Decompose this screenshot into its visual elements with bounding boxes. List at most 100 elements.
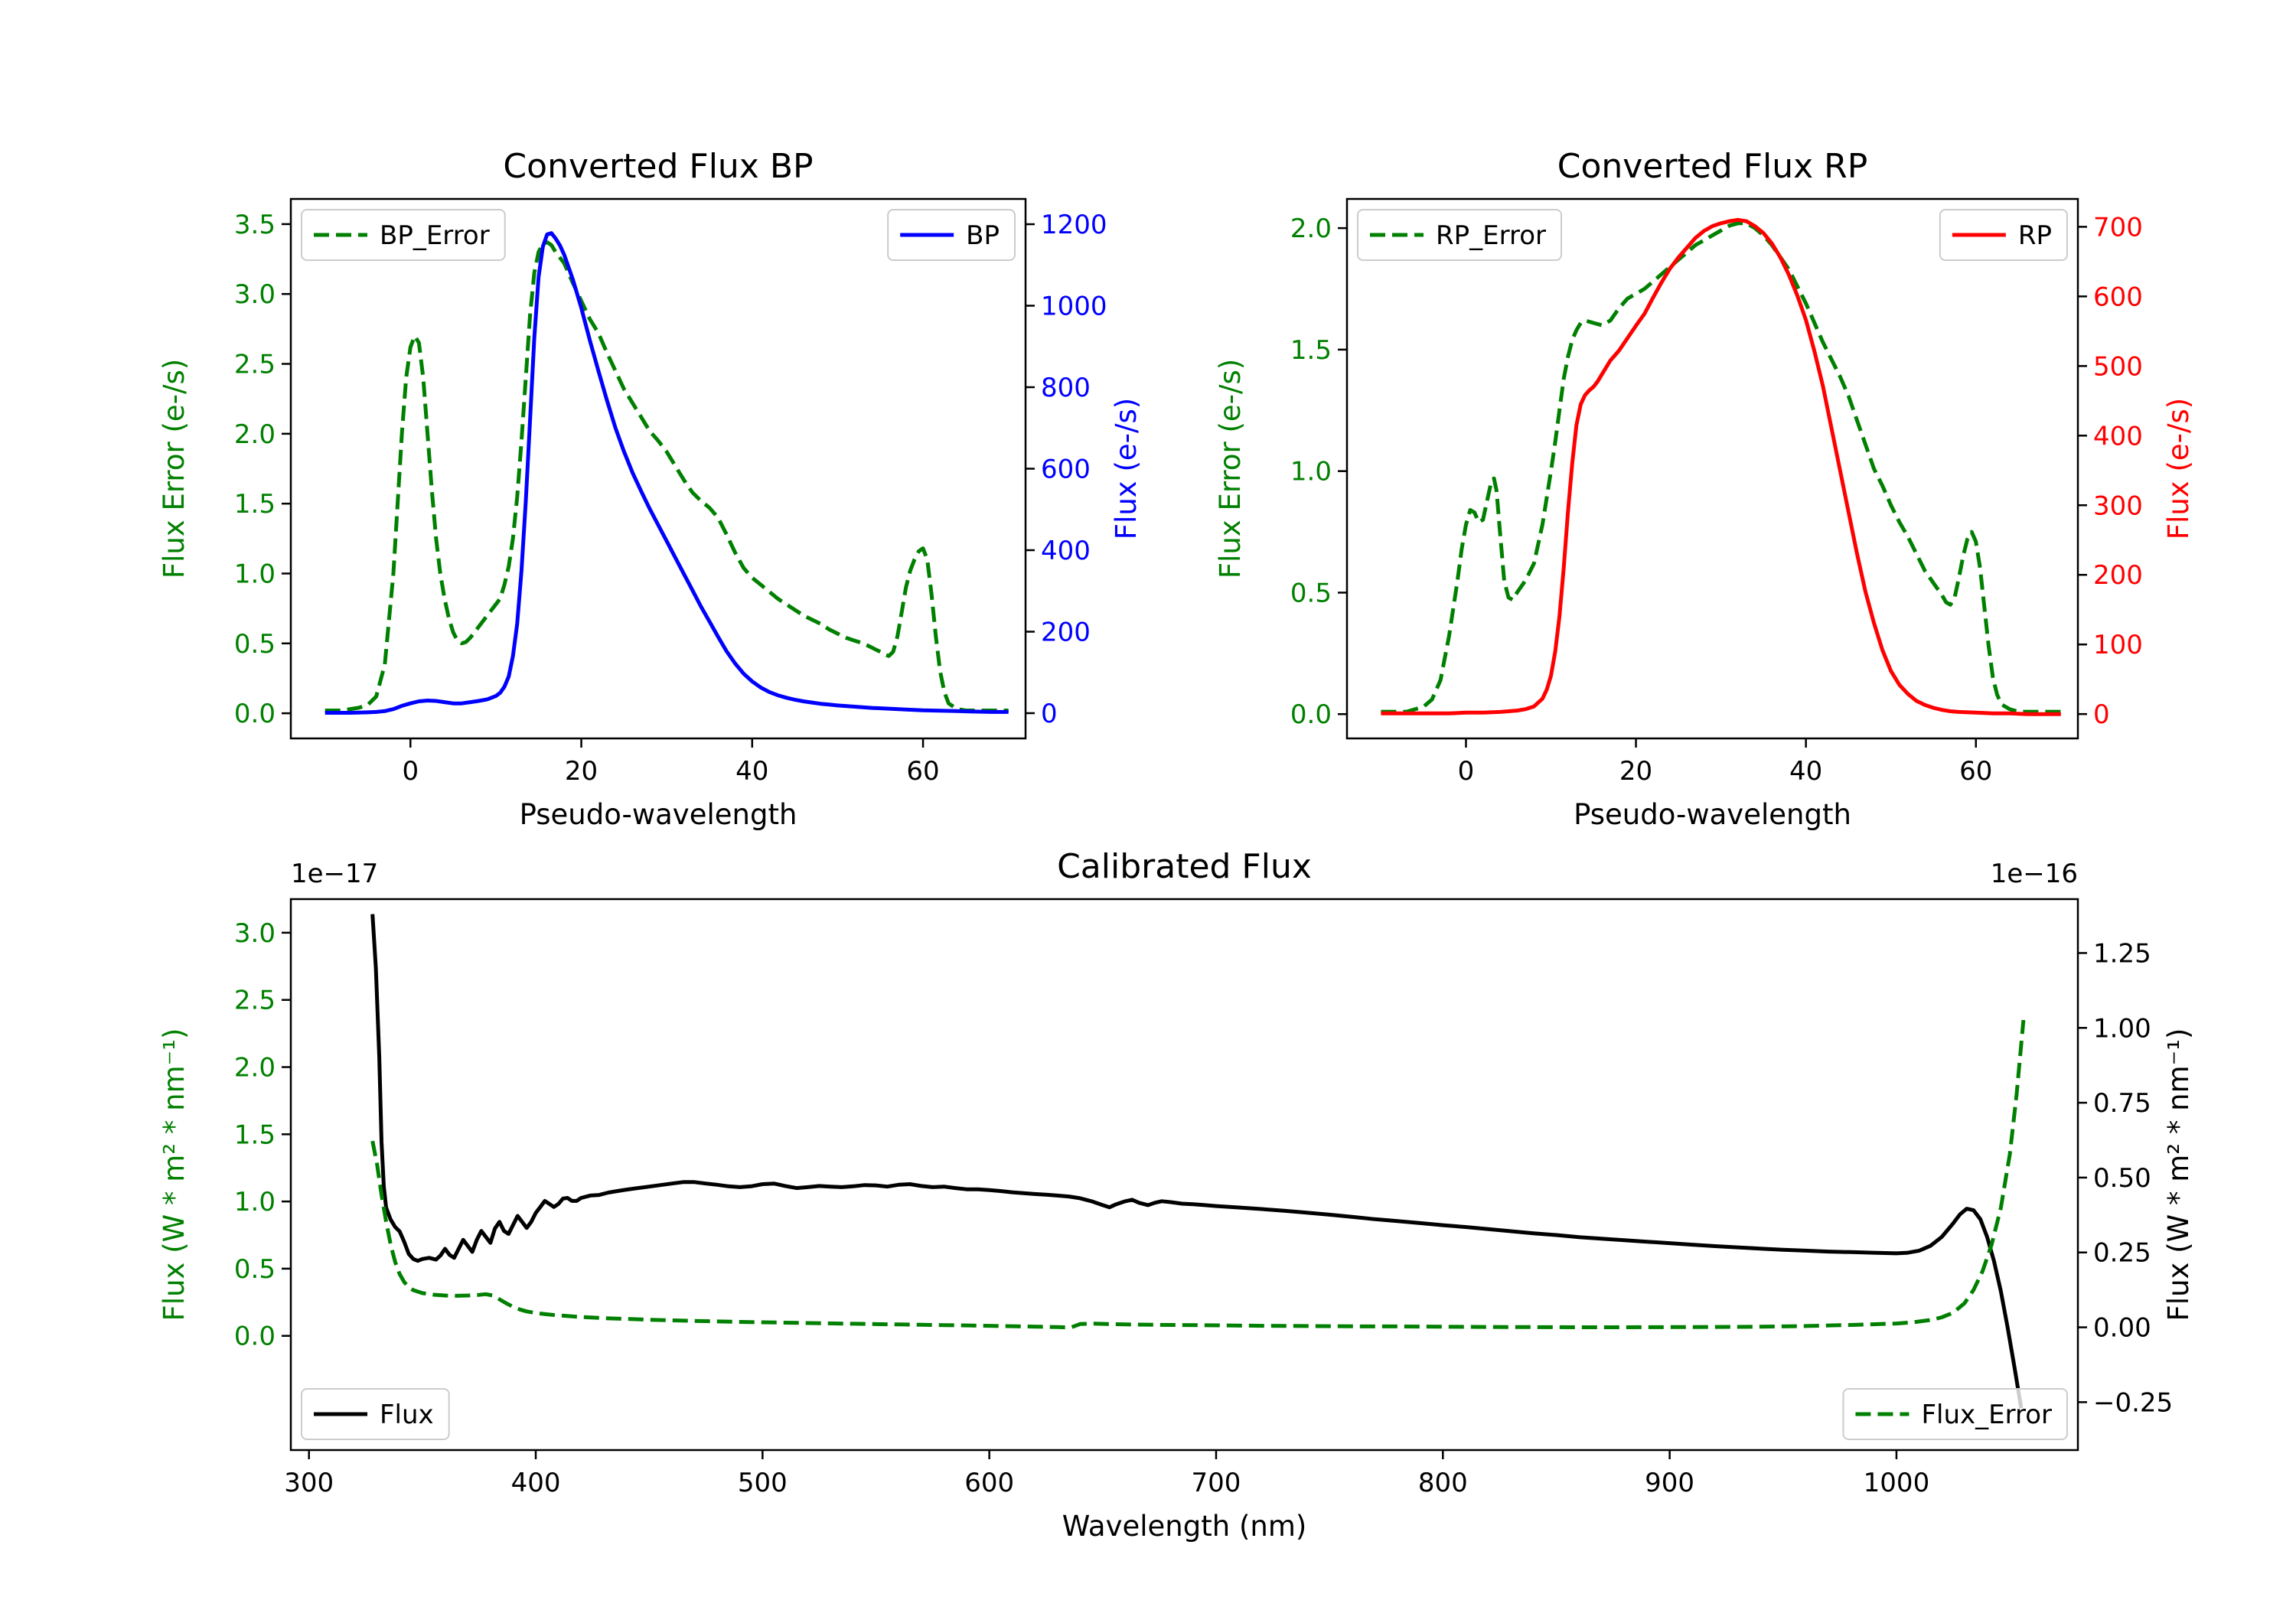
x-tick-label: 0 [402, 756, 419, 787]
y-right-tick-label: 1.00 [2093, 1013, 2151, 1044]
y-left-tick-label: 1.0 [234, 1187, 276, 1217]
y-right-tick-label: 1.25 [2093, 938, 2151, 969]
series-BP_Error [325, 240, 1009, 712]
y-left-axis-label: Flux Error (e-/s) [1214, 359, 1247, 578]
y-right-tick-label: 700 [2093, 212, 2143, 243]
axes-spines [1345, 197, 2079, 740]
x-tick-label: 20 [1619, 756, 1652, 787]
legend-label: BP_Error [380, 220, 490, 251]
legend-label: RP [2018, 220, 2052, 251]
y-right-tick-label: 0.75 [2093, 1088, 2151, 1119]
y-left-tick-label: 2.0 [1290, 213, 1332, 244]
series-RP_Error [1381, 221, 2061, 714]
legend-RP: RP [1939, 209, 2068, 261]
y-left-tick-label: 3.0 [234, 279, 276, 310]
y-left-tick-label: 2.5 [234, 986, 276, 1016]
axes-spines [289, 197, 1027, 740]
y-right-tick-label: 0 [2093, 699, 2110, 730]
panel-rp: 0 20 40 60 0.0 0.5 1.0 1.5 2.0 0 100 200 300 400 500 60… [1214, 147, 2195, 831]
x-tick-label: 500 [738, 1468, 788, 1498]
x-axis-label: Pseudo-wavelength [520, 798, 797, 831]
y-left-tick-label: 1.0 [1290, 457, 1332, 487]
y-right-offset-text: 1e−16 [1991, 859, 2078, 889]
x-tick-label: 400 [511, 1468, 561, 1498]
legend-label: BP [966, 220, 1000, 251]
y-left-tick-label: 0.5 [234, 1254, 276, 1285]
series-RP [1381, 217, 2061, 716]
legend-Flux: Flux [301, 1388, 450, 1440]
panel-bp: 0 20 40 60 0.0 0.5 1.0 1.5 2.0 2.5 3.0 3.5 0 200 400 60… [158, 147, 1143, 831]
y-right-tick-label: 300 [2093, 490, 2143, 521]
legend-box [301, 1388, 450, 1440]
y-right-axis-label: Flux (W * m² * nm⁻¹) [2162, 1028, 2195, 1322]
y-right-tick-label: 500 [2093, 351, 2143, 382]
y-right-tick-label: 1000 [1041, 292, 1107, 322]
legend-label: Flux [380, 1400, 434, 1430]
y-left-tick-label: 0.0 [234, 699, 276, 729]
y-left-tick-label: 1.5 [1290, 335, 1332, 366]
x-tick-label: 700 [1192, 1468, 1241, 1498]
y-left-tick-label: 3.0 [234, 918, 276, 949]
legend-box [1842, 1388, 2068, 1440]
y-right-tick-label: 100 [2093, 630, 2143, 660]
y-right-axis-label: Flux (e-/s) [1110, 398, 1143, 539]
x-tick-label: 40 [735, 756, 768, 787]
x-tick-label: 20 [565, 756, 598, 787]
y-right-tick-label: 0.00 [2093, 1313, 2151, 1344]
panel-title: Converted Flux RP [1557, 147, 1868, 186]
y-right-tick-label: 400 [2093, 421, 2143, 451]
x-axis-label: Wavelength (nm) [1062, 1510, 1307, 1543]
y-left-offset-text: 1e−17 [291, 859, 378, 889]
legend-BP: BP [887, 209, 1016, 261]
panel-title: Converted Flux BP [503, 147, 813, 186]
x-tick-label: 1000 [1864, 1468, 1930, 1498]
legend-Flux_Error: Flux_Error [1842, 1388, 2068, 1440]
y-left-tick-label: 1.5 [234, 1120, 276, 1150]
x-tick-label: 60 [906, 756, 939, 787]
x-tick-label: 300 [284, 1468, 334, 1498]
panel-title: Calibrated Flux [1057, 847, 1312, 886]
y-left-tick-label: 3.5 [234, 210, 276, 240]
y-left-tick-label: 0.0 [1290, 699, 1332, 730]
y-right-tick-label: 0.25 [2093, 1238, 2151, 1269]
y-right-tick-label: 600 [2093, 282, 2143, 312]
y-right-tick-label: 1200 [1041, 210, 1107, 240]
y-left-tick-label: 0.5 [1290, 578, 1332, 608]
legend-label: RP_Error [1436, 220, 1546, 251]
y-left-tick-label: 1.5 [234, 489, 276, 520]
series-Flux_Error [370, 1019, 2026, 1330]
y-right-tick-label: 200 [2093, 560, 2143, 591]
y-right-tick-label: 600 [1041, 455, 1091, 485]
x-tick-label: 600 [964, 1468, 1014, 1498]
y-left-tick-label: 2.5 [234, 350, 276, 380]
y-left-tick-label: 0.0 [234, 1322, 276, 1352]
legend-BP_Error: BP_Error [301, 209, 506, 261]
x-tick-label: 0 [1458, 756, 1475, 787]
y-right-axis-label: Flux (e-/s) [2162, 398, 2195, 539]
y-right-tick-label: 0 [1041, 699, 1058, 729]
series-Flux [370, 914, 2024, 1409]
axes-spines [289, 898, 2079, 1452]
legend-label: Flux_Error [1921, 1400, 2052, 1430]
y-right-tick-label: −0.25 [2093, 1387, 2173, 1418]
legend-box [301, 209, 506, 261]
series-BP [325, 231, 1009, 715]
y-left-tick-label: 2.0 [234, 1053, 276, 1084]
y-right-tick-label: 800 [1041, 373, 1091, 403]
x-tick-label: 800 [1418, 1468, 1468, 1498]
y-left-axis-label: Flux (W * m² * nm⁻¹) [158, 1028, 191, 1322]
legend-box [1357, 209, 1563, 261]
y-right-tick-label: 400 [1041, 536, 1091, 566]
y-left-tick-label: 1.0 [234, 559, 276, 589]
y-right-tick-label: 0.50 [2093, 1163, 2151, 1194]
y-left-tick-label: 2.0 [234, 419, 276, 450]
y-left-axis-label: Flux Error (e-/s) [158, 359, 191, 578]
x-tick-label: 60 [1959, 756, 1992, 787]
y-right-tick-label: 200 [1041, 617, 1091, 647]
x-tick-label: 900 [1645, 1468, 1694, 1498]
x-tick-label: 40 [1789, 756, 1822, 787]
panel-calibrated: 300 400 500 600 700 800 900 1000 0.0 0.5 1.0 1.5 2.0… [158, 847, 2195, 1543]
legend-RP_Error: RP_Error [1357, 209, 1563, 261]
